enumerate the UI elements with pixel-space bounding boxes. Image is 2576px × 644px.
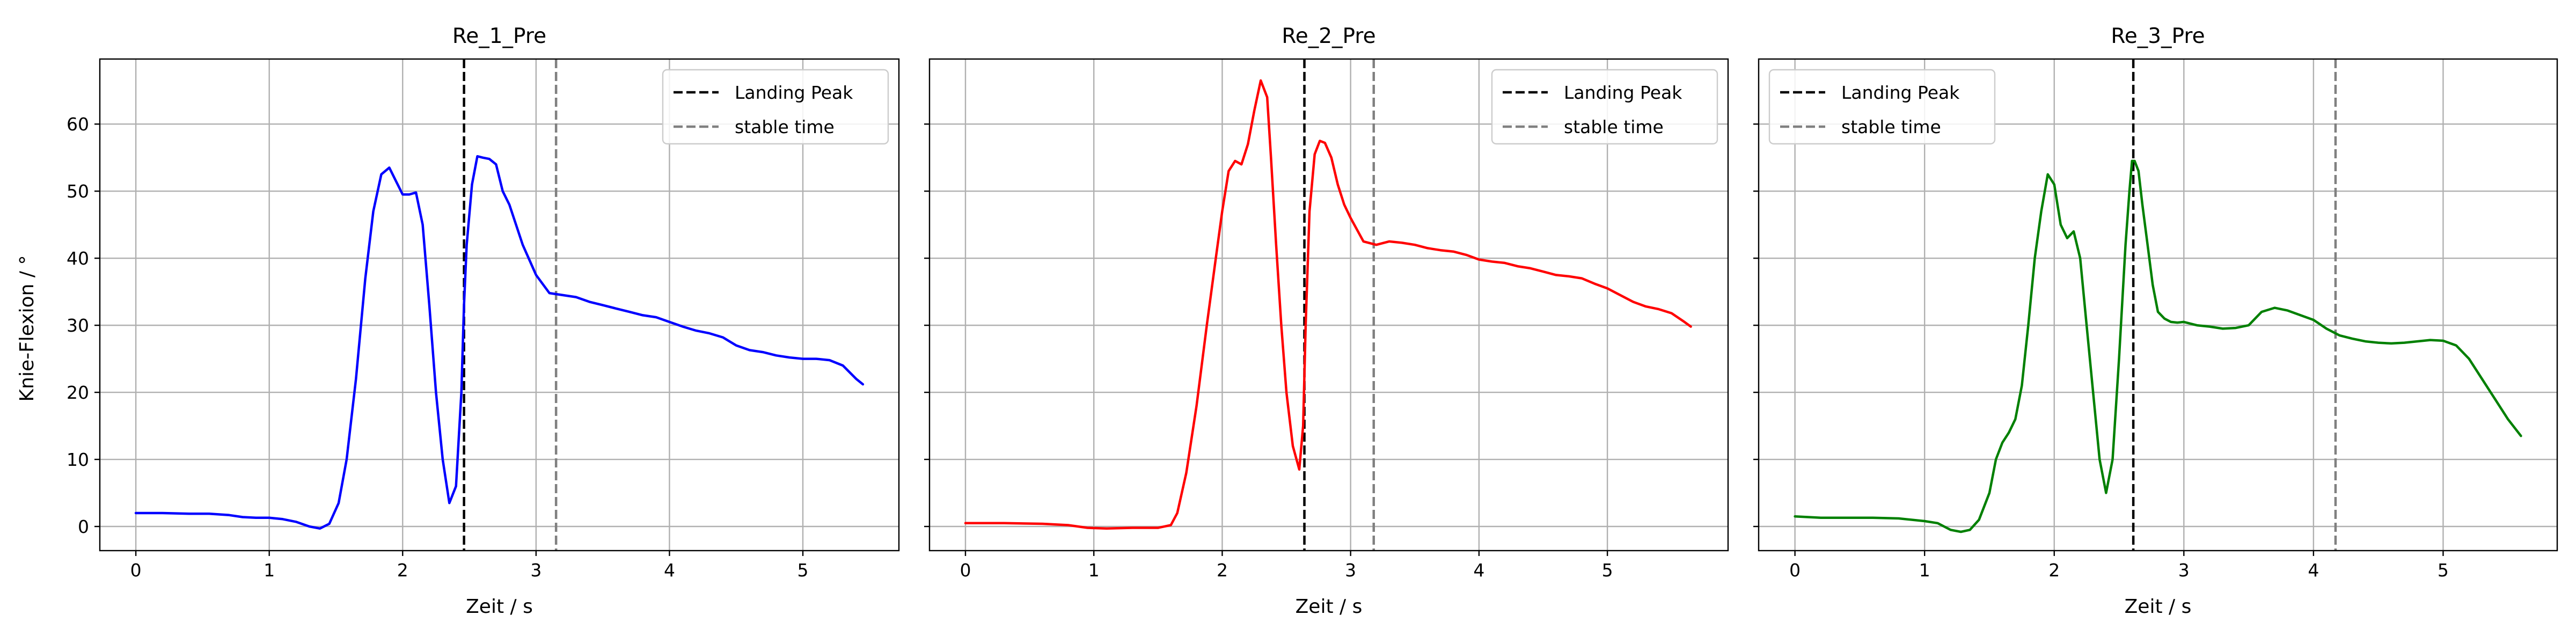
x-axis-label: Zeit / s	[466, 596, 533, 618]
y-tick-label: 0	[78, 516, 89, 537]
x-tick-label: 1	[1919, 560, 1930, 581]
x-tick-label: 2	[2048, 560, 2060, 581]
x-tick-label: 5	[2438, 560, 2449, 581]
x-tick-label: 4	[1473, 560, 1484, 581]
x-axis-label: Zeit / s	[1296, 596, 1363, 618]
x-axis-label: Zeit / s	[2125, 596, 2192, 618]
y-tick-label: 60	[67, 114, 89, 135]
legend-label: stable time	[1564, 116, 1664, 137]
y-tick-label: 10	[67, 449, 89, 470]
x-tick-label: 3	[1345, 560, 1356, 581]
x-tick-label: 0	[1789, 560, 1801, 581]
subplot-3: 0 1 2 3 4 5 Re_3_Pre Zeit / s Landing Peak stable…	[1753, 24, 2558, 618]
x-tick-label: 3	[2178, 560, 2190, 581]
y-tick-label: 40	[67, 248, 89, 269]
legend-label: Landing Peak	[1564, 82, 1682, 103]
legend-box	[1491, 69, 1718, 145]
shared-y-axis-label: Knie-Flexion / °	[16, 255, 38, 402]
x-tick-label: 0	[130, 560, 142, 581]
legend-box	[662, 69, 889, 145]
legend: Landing Peak stable time	[662, 69, 889, 145]
x-tick-label: 2	[397, 560, 408, 581]
series-line-Re_2_Pre	[964, 79, 1692, 530]
y-tick-label: 30	[67, 315, 89, 336]
series-line-Re_1_Pre	[134, 155, 865, 530]
y-tick-label: 20	[67, 382, 89, 403]
x-tick-label: 5	[797, 560, 809, 581]
x-tick-label: 5	[1602, 560, 1613, 581]
chart-title: Re_3_Pre	[2111, 24, 2205, 48]
legend-box	[1768, 69, 1996, 145]
x-tick-label: 2	[1217, 560, 1228, 581]
series-line-Re_3_Pre	[1794, 159, 2522, 533]
subplot-2: 0 1 2 3 4 5 Re_2_Pre Zeit / s Landing Peak stable…	[924, 24, 1729, 618]
legend: Landing Peak stable time	[1768, 69, 1996, 145]
x-tick-label: 1	[264, 560, 275, 581]
y-tick-label: 50	[67, 181, 89, 202]
axes-frame	[928, 58, 1729, 552]
legend-label: Landing Peak	[1841, 82, 1960, 103]
chart-title: Re_2_Pre	[1282, 24, 1375, 48]
legend-label: Landing Peak	[735, 82, 853, 103]
legend-label: stable time	[1841, 116, 1941, 137]
x-tick-label: 3	[530, 560, 541, 581]
chart-title: Re_1_Pre	[452, 24, 546, 48]
x-tick-label: 0	[960, 560, 971, 581]
axes-frame	[99, 58, 900, 552]
x-tick-label: 1	[1088, 560, 1100, 581]
legend-label: stable time	[735, 116, 835, 137]
legend: Landing Peak stable time	[1491, 69, 1718, 145]
axes-frame	[1758, 58, 2558, 552]
x-tick-label: 4	[664, 560, 675, 581]
x-tick-label: 4	[2308, 560, 2319, 581]
